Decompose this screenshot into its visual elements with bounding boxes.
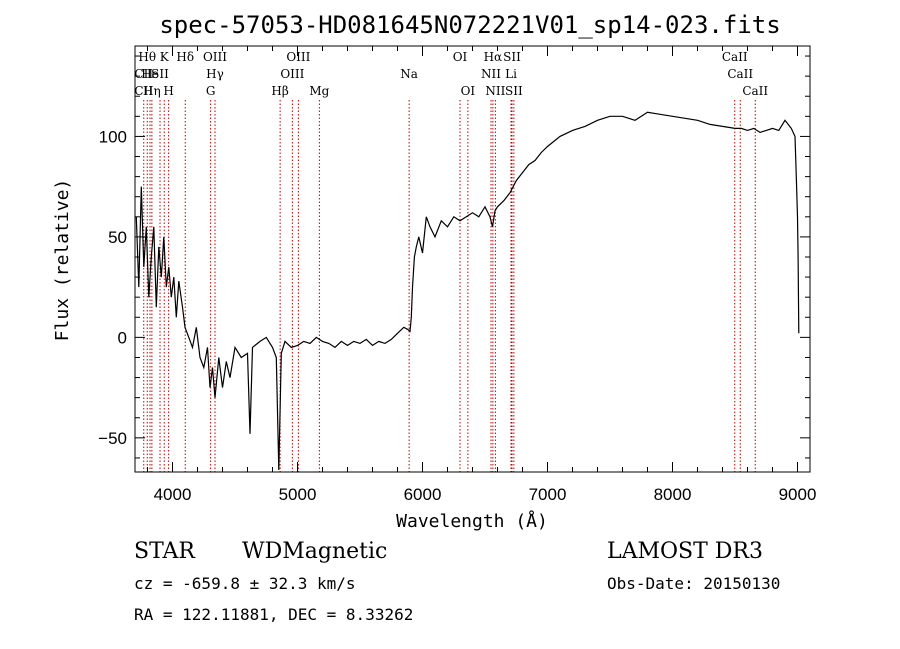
- coordinates: RA = 122.11881, DEC = 8.33262: [134, 605, 413, 624]
- y-axis: −50 0 50 100: [98, 55, 810, 459]
- observation-date: Obs-Date: 20150130: [607, 574, 780, 593]
- marker-label: NII: [485, 84, 505, 98]
- marker-label: OIII: [280, 67, 304, 81]
- marker-label: Li: [505, 67, 517, 81]
- object-class: STAR: [134, 539, 196, 564]
- marker-label: Hα: [484, 50, 503, 64]
- marker-label: G: [206, 84, 216, 98]
- marker-label: SII: [151, 67, 169, 81]
- marker-label: OI: [461, 84, 476, 98]
- y-axis-label: Flux (relative): [52, 179, 73, 342]
- marker-label: K: [160, 50, 170, 64]
- marker-label: SII: [505, 84, 523, 98]
- marker-label: OIII: [203, 50, 227, 64]
- x-tick-label: 9000: [779, 485, 817, 504]
- x-tick-label: 7000: [529, 485, 567, 504]
- y-tick-label: −50: [98, 429, 127, 448]
- marker-label: OI: [453, 50, 468, 64]
- spectrum-line: [135, 111, 800, 471]
- marker-label: CaII: [727, 67, 753, 81]
- redshift-velocity: cz = -659.8 ± 32.3 km/s: [134, 574, 356, 593]
- chart-title: spec-57053-HD081645N072221V01_sp14-023.f…: [159, 11, 780, 39]
- marker-label: Hθ: [138, 50, 156, 64]
- marker-label: NII: [481, 67, 501, 81]
- x-axis: 4000 5000 6000 7000 8000 9000: [147, 46, 817, 504]
- marker-label: H: [163, 84, 173, 98]
- marker-label: OIII: [286, 50, 310, 64]
- x-tick-label: 4000: [154, 485, 192, 504]
- survey-name: LAMOST DR3: [607, 539, 763, 564]
- marker-label: SII: [503, 50, 521, 64]
- marker-label: Hβ: [271, 84, 288, 98]
- marker-label: Na: [400, 67, 418, 81]
- y-tick-label: 0: [118, 328, 127, 347]
- marker-label: CII: [134, 67, 153, 81]
- marker-label: Hδ: [176, 50, 194, 64]
- plot-frame: [134, 45, 811, 473]
- marker-label: He: [141, 67, 159, 81]
- marker-label: Mg: [309, 84, 329, 98]
- y-tick-label: 100: [99, 127, 127, 146]
- marker-label: CaII: [722, 50, 748, 64]
- object-subclass: WDMagnetic: [242, 539, 387, 564]
- marker-label: CaII: [742, 84, 768, 98]
- x-tick-label: 6000: [404, 485, 442, 504]
- x-axis-label: Wavelength (Å): [396, 510, 548, 532]
- x-tick-label: 5000: [279, 485, 317, 504]
- x-tick-label: 8000: [654, 485, 692, 504]
- marker-label: Hγ: [206, 67, 224, 81]
- marker-label: Hη: [143, 84, 161, 98]
- marker-label: CII: [134, 84, 153, 98]
- y-tick-label: 50: [108, 228, 127, 247]
